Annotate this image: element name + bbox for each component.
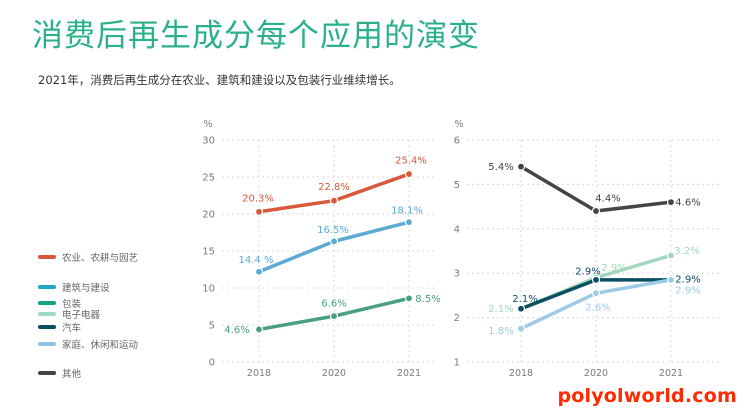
legend-item-construction: 建筑与建设: [38, 281, 110, 294]
data-point: [516, 304, 526, 313]
data-label: 22.8%: [318, 182, 350, 193]
data-point: [666, 251, 676, 260]
data-label: 2.9%: [675, 285, 700, 296]
data-label: 1.8%: [488, 326, 513, 337]
legend-label: 建筑与建设: [62, 283, 110, 294]
data-point: [254, 325, 264, 334]
data-label: 2.9%: [675, 274, 700, 285]
data-label: 4.6%: [675, 198, 700, 209]
legend-item-electronics: 电子电器: [38, 308, 101, 321]
y-tick-label: 5: [454, 180, 460, 191]
legend-swatch: [38, 325, 56, 329]
legend-label: 农业、农耕与园艺: [62, 253, 139, 264]
x-tick-label: 2021: [659, 368, 683, 379]
data-point: [666, 275, 676, 284]
y-tick-label: 2: [454, 313, 460, 324]
x-tick-label: 2020: [322, 368, 346, 379]
x-tick-label: 2018: [509, 368, 533, 379]
data-label: 16.5%: [317, 225, 349, 236]
watermark: polyolworld.com: [557, 385, 737, 407]
data-label: 2.9%: [575, 266, 600, 277]
data-point: [591, 289, 601, 298]
legend-swatch: [38, 285, 56, 289]
data-point: [591, 275, 601, 284]
y-tick-label: 10: [202, 284, 215, 295]
x-tick-label: 2018: [247, 368, 271, 379]
legend-item-household: 家庭、休闲和运动: [38, 338, 139, 351]
data-label: 2.1%: [488, 304, 513, 315]
page-subtitle: 2021年，消费后再生成分在农业、建筑和建设以及包装行业维续增长。: [38, 73, 401, 87]
data-point: [254, 267, 264, 276]
legend-item-agriculture: 农业、农耕与园艺: [38, 251, 139, 264]
data-label: 5.4%: [488, 162, 513, 173]
y-tick-label: 30: [202, 136, 215, 147]
data-point: [404, 294, 414, 303]
legend-item-packaging: 包装: [38, 297, 82, 310]
data-label: 25.4%: [395, 156, 427, 167]
page-title: 消费后再生成分每个应用的演变: [32, 18, 480, 54]
data-label: 14.4 %: [239, 255, 274, 266]
x-tick-label: 2021: [397, 368, 421, 379]
legend-label: 汽车: [62, 323, 82, 334]
legend-item-other: 其他: [38, 367, 82, 380]
data-point: [404, 218, 414, 227]
y-tick-label: 3: [454, 269, 460, 280]
data-point: [591, 206, 601, 216]
y-tick-label: 20: [202, 210, 215, 221]
data-label: 2.6%: [585, 303, 610, 314]
data-point: [329, 196, 339, 205]
y-axis-label: %: [203, 119, 212, 130]
legend-label: 其他: [62, 369, 82, 380]
y-tick-label: 4: [454, 224, 460, 235]
data-point: [329, 312, 339, 321]
data-label: 4.4%: [595, 194, 620, 205]
data-point: [666, 198, 676, 207]
data-label: 4.6%: [224, 325, 249, 336]
data-point: [404, 169, 414, 179]
data-point: [329, 237, 339, 246]
legend-label: 家庭、休闲和运动: [62, 340, 139, 351]
data-label: 8.5%: [415, 294, 440, 305]
legend-swatch: [38, 312, 56, 316]
data-label: 6.6%: [321, 299, 346, 310]
data-label: 2.1%: [512, 294, 537, 305]
legend-swatch: [38, 255, 56, 259]
legend-label: 包装: [62, 299, 82, 310]
y-tick-label: 5: [209, 321, 215, 332]
data-point: [516, 162, 526, 171]
y-tick-label: 1: [454, 358, 460, 369]
y-tick-label: 0: [209, 358, 215, 369]
data-label: 20.3%: [242, 193, 274, 204]
data-label: 18.1%: [391, 206, 423, 217]
legend-item-automotive: 汽车: [38, 321, 82, 334]
y-tick-label: 15: [202, 247, 215, 258]
data-label: 3.2%: [674, 246, 699, 257]
y-tick-label: 25: [202, 173, 215, 184]
legend-swatch: [38, 301, 56, 305]
data-label: 2.9%: [601, 263, 626, 274]
legend-label: 电子电器: [62, 310, 101, 321]
data-point: [516, 324, 526, 333]
legend-swatch: [38, 371, 56, 375]
y-tick-label: 6: [454, 136, 460, 147]
legend-swatch: [38, 342, 56, 346]
data-point: [254, 207, 264, 216]
x-tick-label: 2020: [584, 368, 608, 379]
y-axis-label: %: [454, 119, 463, 130]
